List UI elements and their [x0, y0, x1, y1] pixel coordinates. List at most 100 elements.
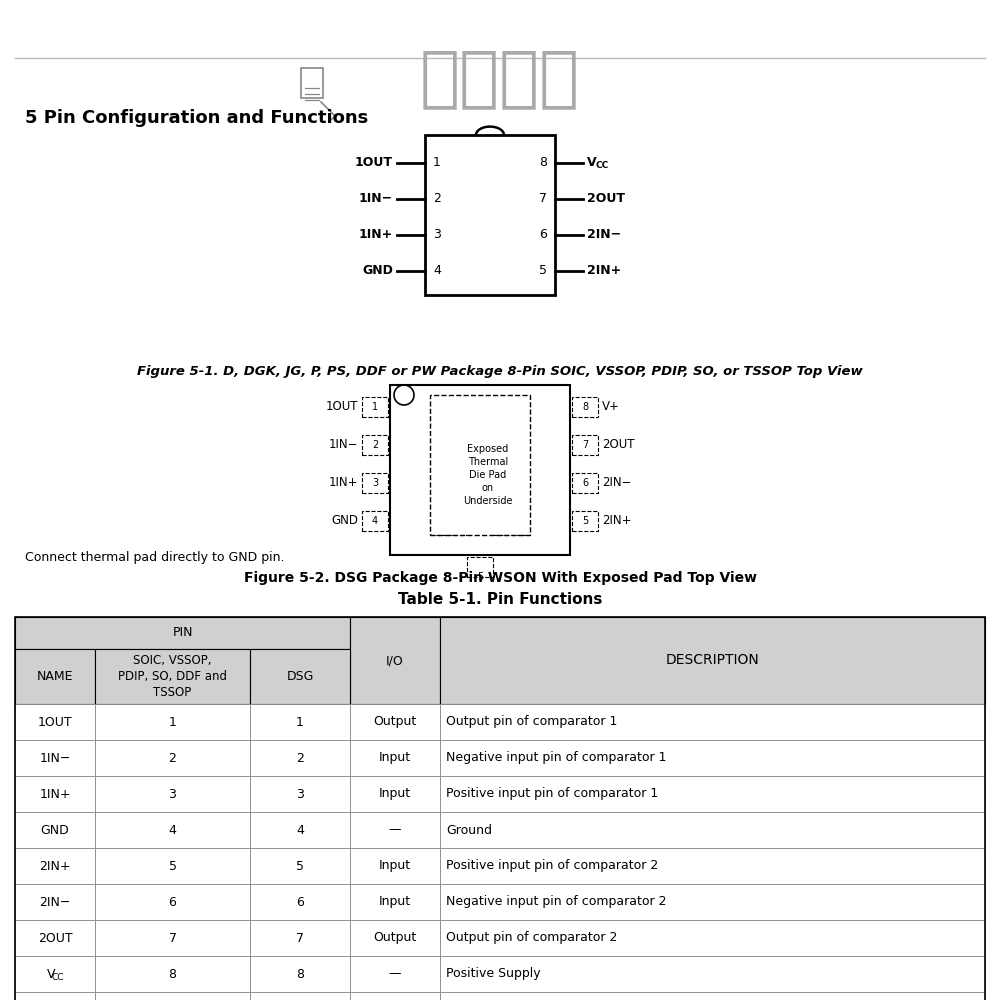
Text: 1OUT: 1OUT: [326, 400, 358, 414]
Text: 7: 7: [539, 192, 547, 206]
Text: 8: 8: [582, 402, 588, 412]
Bar: [15, 704, 95, 740]
Bar: [250, 884, 350, 920]
Text: 1: 1: [372, 402, 378, 412]
Text: 1IN−: 1IN−: [328, 438, 358, 452]
Text: Ground: Ground: [446, 824, 492, 836]
Text: Connect thermal pad directly to GND pin.: Connect thermal pad directly to GND pin.: [25, 550, 285, 564]
Text: 2OUT: 2OUT: [38, 932, 72, 944]
Bar: [301, 68, 323, 98]
Text: Figure 5-1. D, DGK, JG, P, PS, DDF or PW Package 8-Pin SOIC, VSSOP, PDIP, SO, or: Figure 5-1. D, DGK, JG, P, PS, DDF or PW…: [137, 365, 863, 378]
Text: 7: 7: [168, 932, 176, 944]
Text: Positive input pin of comparator 2: Positive input pin of comparator 2: [446, 859, 658, 872]
Text: Output: Output: [373, 716, 417, 728]
Text: 4: 4: [169, 824, 176, 836]
Text: Positive input pin of comparator 1: Positive input pin of comparator 1: [446, 788, 658, 800]
Text: 詳細規格: 詳細規格: [420, 45, 580, 111]
Bar: [350, 884, 440, 920]
Text: 5 Pin Configuration and Functions: 5 Pin Configuration and Functions: [25, 109, 368, 127]
Text: Exposed
Thermal
Die Pad
on
Underside: Exposed Thermal Die Pad on Underside: [463, 444, 513, 506]
Bar: [572, 473, 598, 493]
Text: 5: 5: [296, 859, 304, 872]
Bar: [350, 740, 440, 776]
Text: 5: 5: [539, 264, 547, 277]
Text: V: V: [47, 968, 56, 980]
Bar: [572, 397, 598, 417]
Bar: [350, 956, 440, 992]
Text: 6: 6: [296, 896, 304, 908]
Bar: [95, 776, 250, 812]
Bar: [440, 884, 985, 920]
Bar: [250, 704, 350, 740]
Bar: [15, 956, 95, 992]
Bar: [250, 776, 350, 812]
Text: Output pin of comparator 1: Output pin of comparator 1: [446, 716, 617, 728]
Text: 1IN−: 1IN−: [359, 192, 393, 206]
Text: 3: 3: [372, 478, 378, 488]
Bar: [440, 920, 985, 956]
Text: 6: 6: [539, 229, 547, 241]
Text: 3: 3: [169, 788, 176, 800]
Bar: [572, 511, 598, 531]
Bar: [250, 740, 350, 776]
Bar: [15, 848, 95, 884]
Bar: [15, 776, 95, 812]
Text: 2: 2: [296, 752, 304, 764]
Text: 2IN−: 2IN−: [39, 896, 71, 908]
Text: I/O: I/O: [386, 654, 404, 667]
Bar: [95, 704, 250, 740]
Text: 1IN−: 1IN−: [39, 752, 71, 764]
Text: DSG: DSG: [286, 670, 314, 683]
Bar: [390, 385, 570, 555]
Bar: [350, 992, 440, 1000]
Text: V+: V+: [602, 400, 620, 414]
Bar: [362, 435, 388, 455]
Text: 2IN−: 2IN−: [587, 229, 621, 241]
Text: 5: 5: [168, 859, 176, 872]
Text: V: V: [587, 156, 597, 169]
Text: Negative input pin of comparator 1: Negative input pin of comparator 1: [446, 752, 666, 764]
Text: —: —: [389, 824, 401, 836]
Bar: [350, 920, 440, 956]
Bar: [440, 812, 985, 848]
Text: 1: 1: [169, 716, 176, 728]
Bar: [440, 704, 985, 740]
Bar: [440, 992, 985, 1000]
Bar: [440, 956, 985, 992]
Bar: [250, 920, 350, 956]
Bar: [15, 617, 985, 1000]
Bar: [250, 956, 350, 992]
Bar: [15, 649, 95, 704]
Text: 1: 1: [433, 156, 441, 169]
Text: 1IN+: 1IN+: [328, 477, 358, 489]
Bar: [95, 884, 250, 920]
Text: Negative input pin of comparator 2: Negative input pin of comparator 2: [446, 896, 666, 908]
Bar: [15, 617, 350, 649]
Text: Output: Output: [373, 932, 417, 944]
Text: 4: 4: [372, 516, 378, 526]
Text: 8: 8: [539, 156, 547, 169]
Text: Output pin of comparator 2: Output pin of comparator 2: [446, 932, 617, 944]
Text: 6: 6: [582, 478, 588, 488]
Text: DESCRIPTION: DESCRIPTION: [666, 654, 759, 668]
Text: 2OUT: 2OUT: [602, 438, 635, 452]
Bar: [467, 557, 493, 577]
Text: 2IN+: 2IN+: [39, 859, 71, 872]
Bar: [95, 740, 250, 776]
Bar: [15, 884, 95, 920]
Text: GND: GND: [41, 824, 69, 836]
Bar: [350, 812, 440, 848]
Bar: [362, 511, 388, 531]
Text: 4: 4: [296, 824, 304, 836]
Text: 3: 3: [296, 788, 304, 800]
Bar: [95, 649, 250, 704]
Text: 1OUT: 1OUT: [355, 156, 393, 169]
Text: 1IN+: 1IN+: [359, 229, 393, 241]
Text: CC: CC: [52, 972, 64, 982]
Text: Input: Input: [379, 859, 411, 872]
Text: 5: 5: [477, 572, 483, 582]
Text: CC: CC: [595, 161, 608, 170]
Bar: [430, 395, 530, 535]
Text: 2: 2: [433, 192, 441, 206]
Bar: [95, 920, 250, 956]
